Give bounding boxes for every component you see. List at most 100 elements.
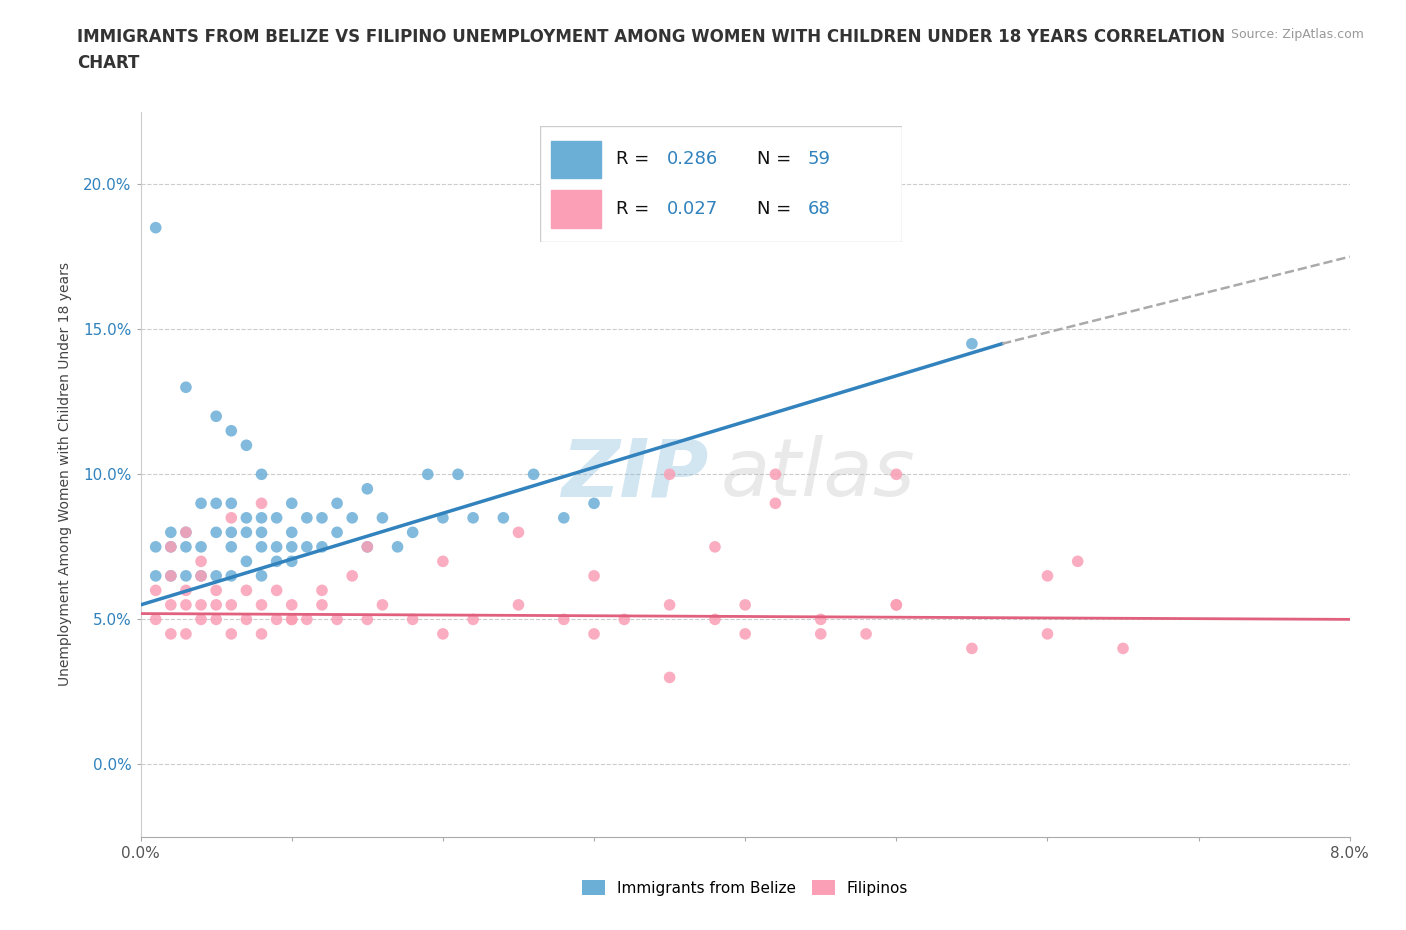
Point <box>190 597 212 612</box>
Point <box>583 496 606 511</box>
Point <box>432 627 454 642</box>
Point <box>402 612 425 627</box>
Point <box>174 525 197 539</box>
Point <box>174 539 197 554</box>
Point <box>886 597 908 612</box>
Point <box>145 583 167 598</box>
Point <box>219 525 243 539</box>
Point <box>281 539 304 554</box>
Point <box>266 583 288 598</box>
Point <box>266 539 288 554</box>
Point <box>810 612 832 627</box>
Point <box>583 627 606 642</box>
Point <box>235 583 257 598</box>
Point <box>613 612 636 627</box>
Point <box>250 525 273 539</box>
Point <box>145 539 167 554</box>
Point <box>326 496 349 511</box>
Point <box>205 612 228 627</box>
Point <box>250 496 273 511</box>
Point <box>281 597 304 612</box>
Point <box>190 568 212 583</box>
Point <box>447 467 470 482</box>
Point <box>765 467 787 482</box>
Point <box>145 220 167 235</box>
Point <box>160 597 183 612</box>
Point <box>855 627 877 642</box>
Point <box>219 511 243 525</box>
Point <box>235 525 257 539</box>
Point <box>295 612 318 627</box>
Point <box>235 612 257 627</box>
Point <box>235 554 257 569</box>
Text: Source: ZipAtlas.com: Source: ZipAtlas.com <box>1230 28 1364 41</box>
Point <box>326 612 349 627</box>
Point <box>160 539 183 554</box>
Point <box>174 379 197 394</box>
Point <box>432 511 454 525</box>
Point <box>402 525 425 539</box>
Point <box>734 597 756 612</box>
Point <box>960 641 983 656</box>
Point <box>266 612 288 627</box>
Point <box>219 496 243 511</box>
Point <box>356 539 378 554</box>
Point <box>311 597 333 612</box>
Point <box>281 612 304 627</box>
Point <box>658 597 681 612</box>
Point <box>205 525 228 539</box>
Point <box>658 670 681 684</box>
Point <box>461 612 484 627</box>
Point <box>583 568 606 583</box>
Point <box>160 539 183 554</box>
Point <box>250 467 273 482</box>
Text: atlas: atlas <box>721 435 915 513</box>
Point <box>190 554 212 569</box>
Point <box>281 496 304 511</box>
Point <box>205 496 228 511</box>
Point <box>1067 554 1090 569</box>
Text: ZIP: ZIP <box>561 435 709 513</box>
Point <box>704 539 727 554</box>
Point <box>432 554 454 569</box>
Point <box>266 511 288 525</box>
Point <box>295 511 318 525</box>
Point <box>658 467 681 482</box>
Point <box>250 627 273 642</box>
Point <box>342 511 364 525</box>
Point <box>1036 568 1059 583</box>
Point <box>266 554 288 569</box>
Point <box>160 627 183 642</box>
Point <box>174 568 197 583</box>
Point <box>281 525 304 539</box>
Point <box>356 539 378 554</box>
Point <box>205 583 228 598</box>
Point <box>145 612 167 627</box>
Point <box>235 438 257 453</box>
Point <box>295 539 318 554</box>
Point <box>356 612 378 627</box>
Point <box>311 583 333 598</box>
Point <box>205 409 228 424</box>
Point <box>174 583 197 598</box>
Point <box>886 467 908 482</box>
Point <box>219 568 243 583</box>
Point <box>960 337 983 352</box>
Point <box>250 568 273 583</box>
Point <box>250 539 273 554</box>
Point <box>219 627 243 642</box>
Point <box>765 496 787 511</box>
Point <box>1036 627 1059 642</box>
Point <box>250 511 273 525</box>
Point <box>492 511 515 525</box>
Point <box>190 568 212 583</box>
Point <box>219 539 243 554</box>
Point <box>371 597 394 612</box>
Point <box>311 539 333 554</box>
Point <box>326 525 349 539</box>
Point <box>160 568 183 583</box>
Point <box>190 539 212 554</box>
Point <box>553 511 575 525</box>
Point <box>1112 641 1135 656</box>
Point <box>160 525 183 539</box>
